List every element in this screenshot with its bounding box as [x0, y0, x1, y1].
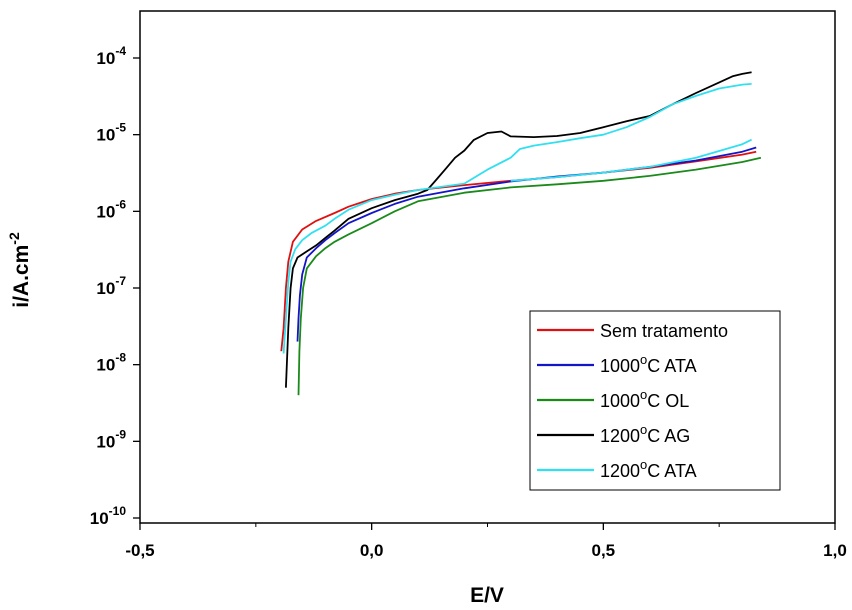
legend-label-part: o — [640, 457, 647, 472]
legend-label-part: o — [640, 422, 647, 437]
y-tick-label: 10-4 — [96, 44, 126, 68]
y-tick-label: 10-5 — [96, 121, 126, 145]
ticks-layer: -0,5 0,0 0,5 1,010-1010-910-810-710-610-510… — [90, 44, 847, 560]
legend-label-part: 1200 — [600, 461, 640, 481]
series-line — [297, 156, 762, 396]
y-tick-exponent: -10 — [109, 504, 127, 518]
y-tick-exponent: -7 — [115, 274, 126, 288]
legend-label: Sem tratamento — [600, 321, 728, 341]
legend-label-part: 1000 — [600, 391, 640, 411]
x-axis-label: E/V — [470, 584, 504, 607]
legend-label-part: o — [640, 387, 647, 402]
legend-label-part: C AG — [647, 426, 690, 446]
y-tick-exponent: -8 — [115, 351, 126, 365]
legend-label-part: C ATA — [647, 356, 696, 376]
y-tick-label: 10-8 — [96, 351, 126, 375]
x-tick-label: -0,5 — [125, 541, 154, 560]
y-axis-label: i/A.cm-2 — [6, 232, 33, 308]
x-tick-label: 1,0 — [823, 541, 847, 560]
legend-label-part: 1200 — [600, 426, 640, 446]
series-line — [510, 138, 752, 182]
series-layer — [280, 71, 762, 396]
legend-label: 1000oC ATA — [600, 352, 697, 376]
y-tick-label: 10-6 — [96, 197, 126, 221]
y-tick-label: 10-7 — [96, 274, 126, 298]
y-axis-label-text: i/A.cm — [10, 245, 33, 308]
y-tick-exponent: -6 — [115, 197, 126, 211]
legend-label: 1200oC AG — [600, 422, 690, 446]
y-tick-exponent: -9 — [115, 427, 126, 441]
legend-label-part: o — [640, 352, 647, 367]
legend-label-part: Sem tratamento — [600, 321, 728, 341]
x-tick-label: 0,5 — [592, 541, 616, 560]
legend-label-part: 1000 — [600, 356, 640, 376]
y-tick-label: 10-10 — [90, 504, 127, 528]
y-tick-base: 10 — [96, 356, 115, 375]
y-tick-base: 10 — [90, 509, 109, 528]
y-tick-base: 10 — [96, 279, 115, 298]
x-tick-label: 0,0 — [360, 541, 384, 560]
legend-label: 1000oC OL — [600, 387, 689, 411]
y-tick-label: 10-9 — [96, 427, 126, 451]
legend-label: 1200oC ATA — [600, 457, 697, 481]
y-tick-base: 10 — [96, 126, 115, 145]
y-tick-exponent: -4 — [115, 44, 126, 58]
y-tick-exponent: -5 — [115, 121, 126, 135]
y-tick-base: 10 — [96, 49, 115, 68]
y-tick-base: 10 — [96, 202, 115, 221]
series-line — [282, 83, 752, 354]
legend-label-part: C ATA — [647, 461, 696, 481]
legend-label-part: C OL — [647, 391, 689, 411]
y-tick-base: 10 — [96, 432, 115, 451]
y-axis-label-exponent: -2 — [6, 232, 22, 245]
